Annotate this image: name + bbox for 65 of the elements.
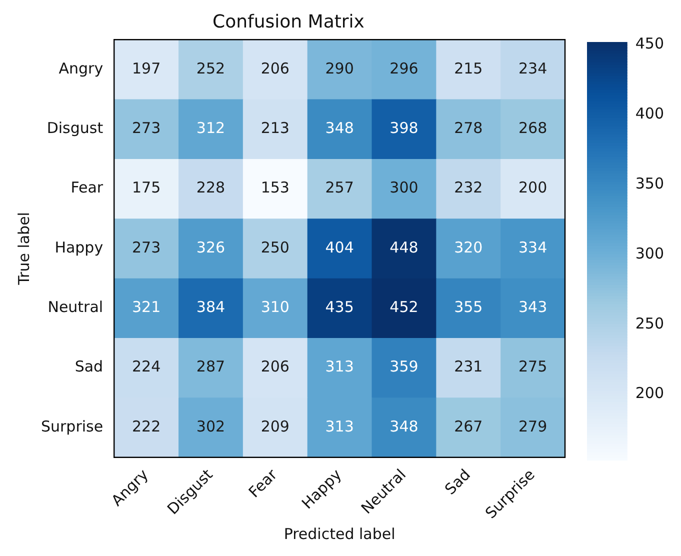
data-label: 231 — [454, 358, 483, 376]
color-bar-label: 250 — [635, 314, 664, 332]
data-label: 213 — [260, 119, 290, 138]
data-label: 224 — [132, 358, 161, 376]
data-label: 209 — [260, 417, 290, 436]
data-label: 302 — [196, 417, 226, 436]
data-label: 334 — [518, 238, 548, 256]
data-label: 206 — [260, 59, 290, 78]
data-label: 359 — [390, 358, 418, 376]
data-label: 206 — [260, 358, 290, 376]
data-label: 448 — [390, 238, 418, 256]
data-label: 404 — [325, 238, 354, 256]
data-label: 287 — [196, 358, 226, 376]
color-bar-label: 400 — [635, 104, 664, 123]
data-label: 273 — [132, 119, 161, 138]
data-label: 300 — [390, 178, 418, 197]
data-label: 200 — [518, 178, 548, 197]
color-bar-label: 450 — [635, 34, 664, 53]
data-label: 310 — [260, 298, 290, 316]
chart-title: Confusion Matrix — [212, 11, 365, 32]
data-label: 348 — [390, 417, 418, 436]
data-label: 321 — [132, 298, 161, 316]
data-label: 343 — [518, 298, 548, 316]
data-label: 267 — [454, 417, 483, 436]
data-label: 197 — [132, 59, 161, 78]
data-label: 398 — [390, 119, 418, 138]
y-tick-label: Neutral — [48, 298, 104, 316]
data-label: 268 — [518, 119, 548, 138]
data-label: 313 — [325, 358, 354, 376]
data-label: 252 — [196, 59, 226, 78]
data-label: 250 — [260, 238, 290, 256]
data-label: 278 — [454, 119, 483, 138]
y-axis-title: True label — [14, 212, 33, 286]
data-label: 290 — [325, 59, 354, 78]
data-label: 273 — [132, 238, 161, 256]
data-label: 435 — [325, 298, 354, 316]
data-label: 313 — [325, 417, 354, 436]
data-label: 348 — [325, 119, 354, 138]
data-label: 320 — [454, 238, 483, 256]
data-label: 312 — [196, 119, 226, 138]
data-label: 279 — [518, 417, 548, 436]
data-label: 384 — [196, 298, 226, 316]
data-label: 222 — [132, 417, 161, 436]
data-label: 275 — [518, 358, 548, 376]
y-tick-label: Surprise — [40, 417, 104, 436]
data-label: 215 — [454, 59, 483, 78]
data-label: 228 — [196, 178, 226, 197]
x-axis-title: Predicted label — [284, 524, 396, 543]
y-tick-label: Sad — [74, 358, 104, 376]
data-label: 296 — [390, 59, 418, 78]
y-tick-label: Angry — [58, 59, 104, 78]
data-label: 232 — [454, 178, 483, 197]
data-label: 153 — [260, 178, 290, 197]
data-label: 452 — [390, 298, 418, 316]
color-bar-label: 200 — [635, 384, 664, 402]
data-label: 234 — [518, 59, 548, 78]
data-label: 326 — [196, 238, 226, 256]
y-tick-label: Fear — [70, 178, 104, 197]
data-label: 175 — [132, 178, 161, 197]
color-bar-label: 350 — [635, 174, 664, 192]
color-bar-label: 300 — [635, 244, 664, 262]
data-label: 355 — [454, 298, 483, 316]
data-label: 257 — [325, 178, 354, 197]
y-tick-label: Disgust — [46, 119, 104, 138]
y-tick-label: Happy — [54, 238, 104, 256]
